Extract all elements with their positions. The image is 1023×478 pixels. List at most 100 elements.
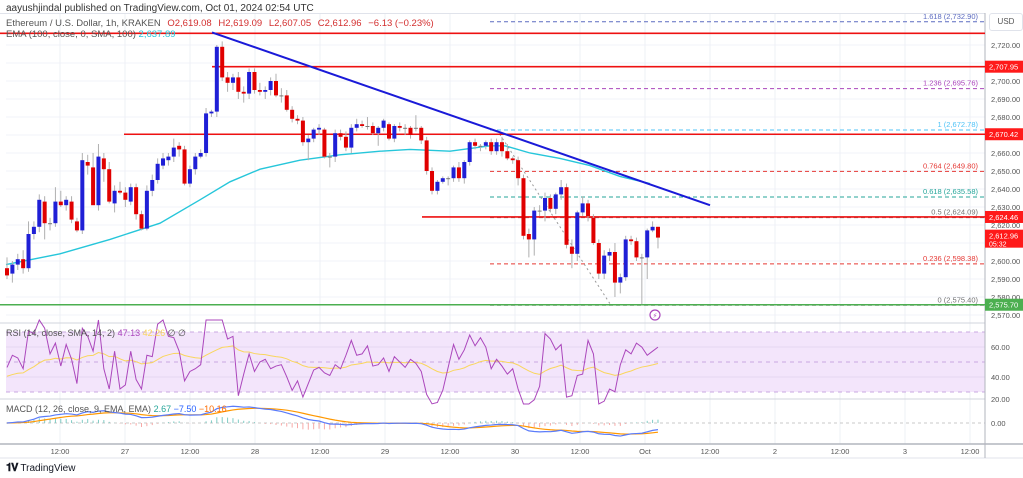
candle-body (69, 201, 74, 220)
candle-body (263, 90, 268, 92)
candle-body (510, 158, 515, 161)
candle-body (58, 201, 63, 206)
candle-body (580, 203, 585, 213)
time-tick: 12:00 (701, 447, 720, 456)
candle-body (327, 156, 332, 158)
candle-body (440, 178, 445, 182)
low-value: L2,607.05 (268, 18, 312, 29)
candle-body (543, 198, 547, 211)
candle-body (365, 126, 370, 127)
candle-body (381, 120, 386, 128)
time-tick: 12:00 (181, 447, 200, 456)
current-price-label: 2,612.96 (989, 232, 1018, 241)
candle-body (591, 217, 596, 243)
ema-label: EMA (100, close, 0, SMA, 100) (6, 29, 136, 40)
candle-body (155, 163, 160, 180)
candle-body (607, 252, 612, 256)
high-value: H2,619.09 (218, 18, 263, 29)
candle-body (306, 138, 311, 143)
macd-line (6, 405, 659, 437)
candle-body (37, 199, 42, 227)
candle-body (419, 127, 424, 141)
candle-body (209, 111, 214, 114)
candle-body (494, 142, 499, 152)
current-price-tag (985, 229, 1023, 248)
chart-layer: 2,720.002,710.002,700.002,690.002,680.00… (0, 12, 1023, 459)
candle-body (64, 199, 69, 206)
macd-label: MACD (12, 26, close, 9, EMA, EMA) (6, 404, 152, 414)
candle-body (257, 90, 262, 92)
price-tick: 2,630.00 (991, 203, 1020, 212)
candle-body (15, 259, 20, 265)
candle-body (650, 226, 655, 231)
ema-legend[interactable]: EMA (100, close, 0, SMA, 100) 2,637.89 (6, 29, 176, 40)
rsi-label: RSI (14, close, SMA, 14, 2) (6, 328, 116, 338)
candle-body (112, 190, 117, 204)
candle-body (101, 158, 106, 170)
candle-body (236, 77, 241, 92)
macd-legend[interactable]: MACD (12, 26, close, 9, EMA, EMA) 2.67 −… (6, 404, 227, 414)
candle-body (575, 212, 580, 254)
candle-body (230, 77, 235, 83)
rsi-legend[interactable]: RSI (14, close, SMA, 14, 2) 47.13 42.26 … (6, 328, 186, 339)
candle-body (171, 147, 176, 157)
candle-body (166, 156, 171, 161)
candle-body (295, 118, 300, 121)
candle-body (645, 230, 650, 258)
indicator-tick: 60.00 (991, 343, 1010, 352)
candle-body (48, 223, 53, 225)
indicator-tick: 40.00 (991, 373, 1010, 382)
time-tick: 29 (381, 447, 389, 456)
candle-body (370, 126, 375, 134)
price-tick: 2,690.00 (991, 95, 1020, 104)
candle-body (553, 194, 558, 209)
price-tick: 2,680.00 (991, 113, 1020, 122)
candle-body (150, 180, 155, 191)
time-tick: 30 (511, 447, 519, 456)
candle-body (489, 142, 494, 152)
time-tick: 12:00 (571, 447, 590, 456)
price-tick: 2,580.00 (991, 293, 1020, 302)
candle-body (473, 142, 478, 146)
candle-body (569, 246, 574, 254)
candle-body (279, 95, 284, 97)
trendline (211, 31, 711, 207)
candle-body (311, 129, 316, 139)
candle-body (483, 142, 488, 146)
level-price-label: 2,624.46 (989, 213, 1018, 222)
macd-value: −7.50 (173, 404, 197, 414)
candle-body (462, 162, 467, 179)
candle-body (123, 192, 128, 200)
price-tick: 2,570.00 (991, 311, 1020, 320)
candle-body (564, 187, 569, 245)
candle-body (526, 234, 531, 240)
rsi-extra: ∅ ∅ (167, 328, 186, 338)
candle-body (42, 201, 47, 224)
tradingview-logo[interactable]: 𝟏𝐕 TradingView (6, 462, 75, 475)
level-price-label: 2,575.70 (989, 301, 1018, 310)
candle-body (413, 127, 418, 129)
open-value: O2,619.08 (167, 18, 212, 29)
candle-body (532, 210, 537, 240)
top-border (0, 13, 985, 14)
candle-body (521, 178, 526, 236)
candle-body (333, 133, 338, 157)
time-tick: 12:00 (311, 447, 330, 456)
candle-body (586, 203, 591, 216)
candle-body (182, 149, 187, 184)
candle-body (300, 120, 305, 143)
candle-body (349, 127, 354, 148)
time-tick: 27 (121, 447, 129, 456)
candle-body (187, 169, 192, 184)
rsi-line (6, 318, 659, 405)
candle-body (322, 129, 327, 157)
candle-body (117, 190, 122, 193)
candle-body (247, 72, 252, 94)
symbol-name[interactable]: Ethereum / U.S. Dollar, 1h, KRAKEN (6, 18, 161, 29)
candle-body (655, 226, 660, 238)
candle-body (31, 226, 36, 234)
candle-body (91, 167, 96, 206)
price-tick: 2,620.00 (991, 221, 1020, 230)
indicator-tick: 0.00 (991, 419, 1006, 428)
